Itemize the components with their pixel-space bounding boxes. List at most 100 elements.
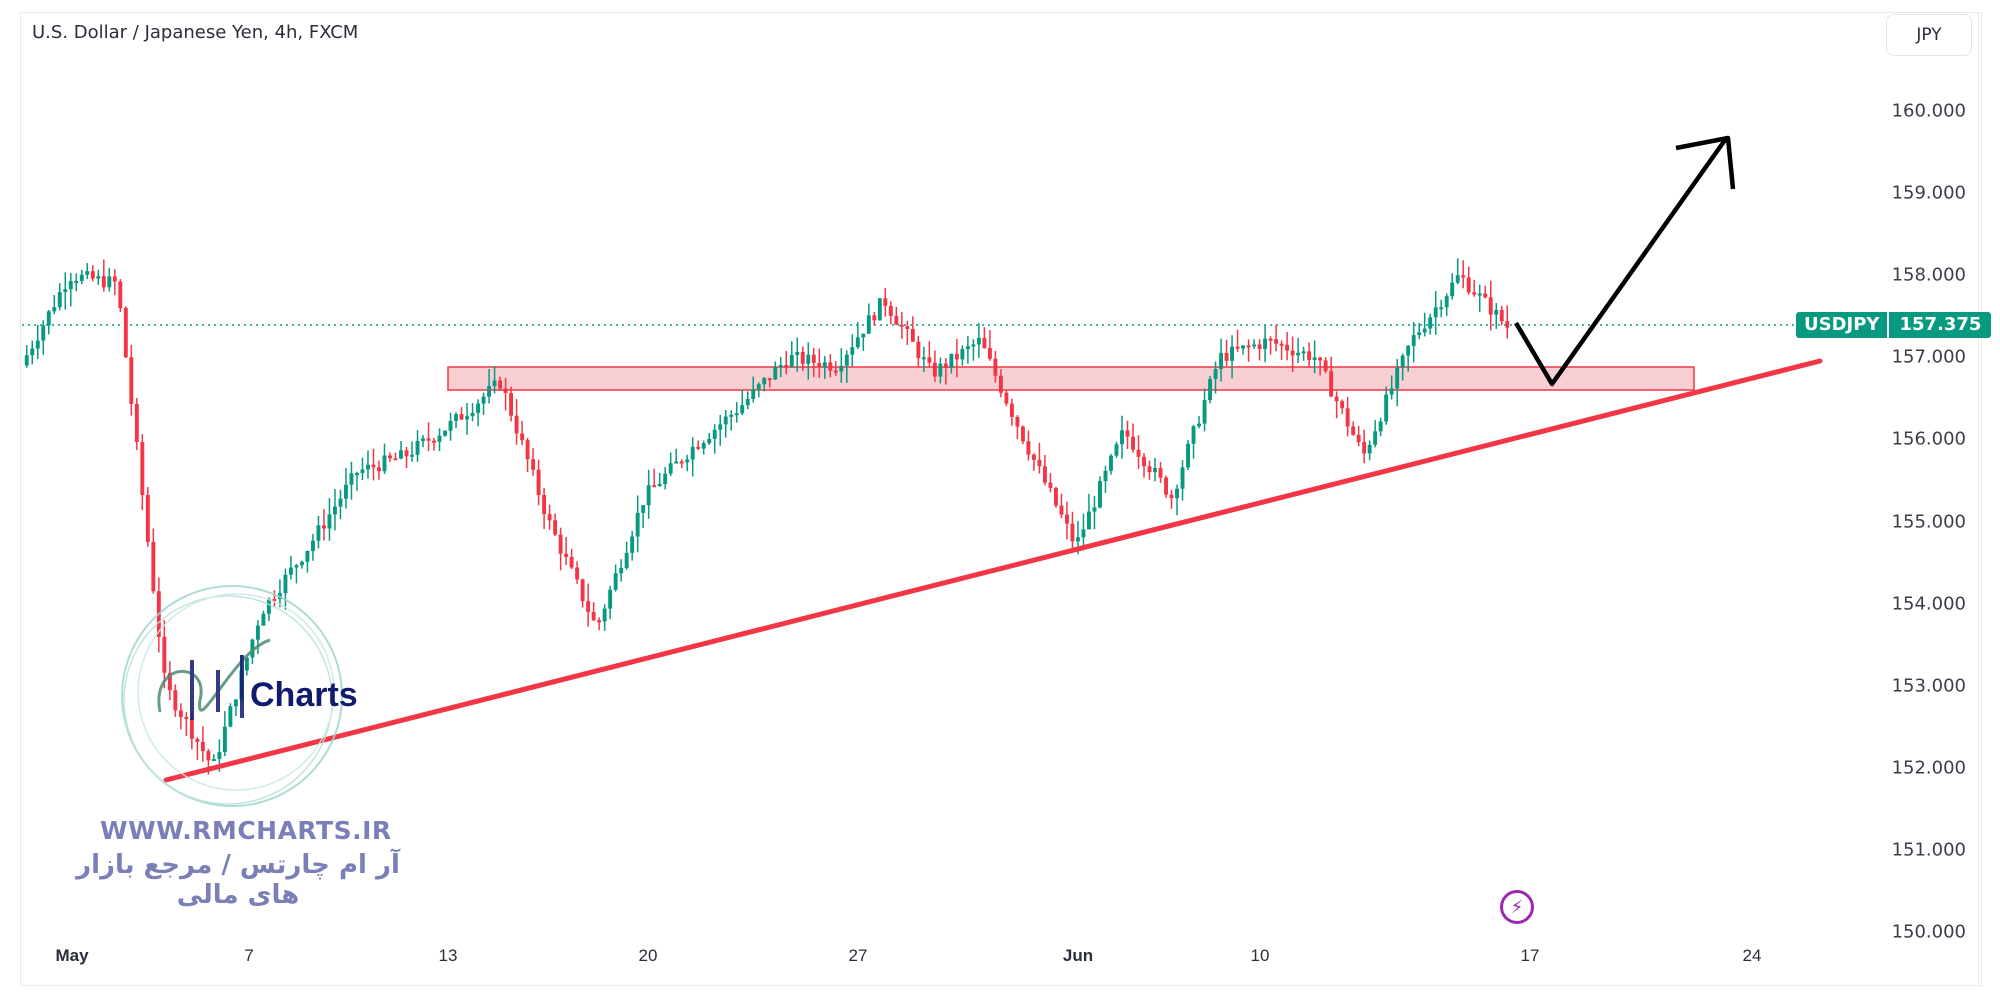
candle <box>987 348 992 359</box>
candle <box>1213 369 1218 379</box>
candle <box>751 389 756 399</box>
candle <box>167 672 172 691</box>
candle <box>591 611 596 621</box>
candle <box>971 344 976 347</box>
candle <box>1466 277 1471 293</box>
candle <box>877 298 882 321</box>
candle <box>1092 507 1097 512</box>
candle <box>162 636 167 673</box>
candle <box>134 403 139 443</box>
candle <box>536 469 541 495</box>
candle <box>1268 338 1273 341</box>
candle <box>1208 378 1212 401</box>
candle <box>415 441 420 455</box>
candle <box>1136 449 1141 457</box>
candle <box>492 380 497 387</box>
candle <box>1312 357 1317 360</box>
candle <box>817 362 822 368</box>
candle <box>123 307 128 358</box>
candle <box>382 455 387 472</box>
candle <box>740 405 745 414</box>
candle <box>509 393 514 416</box>
candle <box>1241 345 1246 349</box>
candle <box>404 450 409 457</box>
candle <box>597 620 602 623</box>
candle <box>1444 296 1449 308</box>
candle <box>454 414 458 421</box>
candle <box>976 337 981 345</box>
candle <box>1037 459 1042 467</box>
candle <box>547 514 552 521</box>
candle <box>470 412 475 417</box>
candle <box>1257 344 1262 349</box>
candle <box>663 473 668 484</box>
price-tag-symbol: USDJPY <box>1796 312 1888 338</box>
candle <box>1252 344 1257 347</box>
candle <box>1175 488 1179 499</box>
candle <box>294 565 299 568</box>
candle <box>1301 351 1306 354</box>
candle <box>514 415 519 434</box>
candle <box>74 281 79 284</box>
candle <box>305 550 310 562</box>
candle <box>1147 466 1152 473</box>
candle <box>222 726 227 753</box>
candle <box>635 512 640 537</box>
candle <box>1395 367 1400 389</box>
candle <box>1186 443 1190 468</box>
candle <box>872 315 877 321</box>
support-trendline <box>163 358 1823 783</box>
candle <box>1131 436 1135 450</box>
watermark-logo-icon <box>121 585 343 807</box>
candle <box>200 741 205 752</box>
candle <box>299 561 304 566</box>
candle <box>355 473 359 476</box>
candle <box>525 440 530 460</box>
candle <box>1329 371 1334 397</box>
candle <box>734 413 739 416</box>
resistance-zone <box>447 366 1695 391</box>
candle <box>630 536 635 553</box>
candle <box>101 276 106 288</box>
candle <box>652 485 657 488</box>
candle <box>333 506 337 515</box>
candle <box>668 463 673 474</box>
price-tick-label: 155.000 <box>1891 511 1966 532</box>
candle <box>1059 505 1064 515</box>
candle <box>822 362 827 368</box>
time-tick-label: 7 <box>244 946 254 965</box>
candle <box>310 540 315 551</box>
watermark-url: WWW.RMCHARTS.IR <box>100 816 392 845</box>
time-tick-label: May <box>55 946 89 965</box>
candle <box>107 276 112 288</box>
candle <box>701 443 706 449</box>
candle <box>24 355 29 366</box>
candle <box>850 347 855 355</box>
candle <box>558 534 563 554</box>
candle <box>685 459 690 463</box>
candle <box>1356 434 1361 443</box>
currency-button[interactable]: JPY <box>1886 14 1972 56</box>
lightning-bolt-icon[interactable]: ⚡ <box>1500 890 1534 924</box>
candle <box>1411 335 1416 346</box>
candle <box>349 473 354 485</box>
watermark-tagline: آر ام چارتس / مرجع بازار های مالی <box>76 850 400 910</box>
candle <box>657 483 662 486</box>
candle <box>1087 511 1091 530</box>
candle <box>79 274 84 282</box>
candle <box>520 433 525 441</box>
candle <box>1422 328 1427 333</box>
candle <box>855 337 860 348</box>
candle <box>228 706 233 727</box>
candle <box>393 458 398 461</box>
candle <box>619 567 624 574</box>
candle <box>773 367 778 380</box>
candle <box>1230 346 1235 361</box>
time-tick-label: 17 <box>1520 946 1540 965</box>
candle <box>448 420 453 431</box>
candle <box>795 351 800 355</box>
time-tick-label: 10 <box>1250 946 1270 965</box>
candle <box>112 276 117 282</box>
candle <box>800 351 805 364</box>
